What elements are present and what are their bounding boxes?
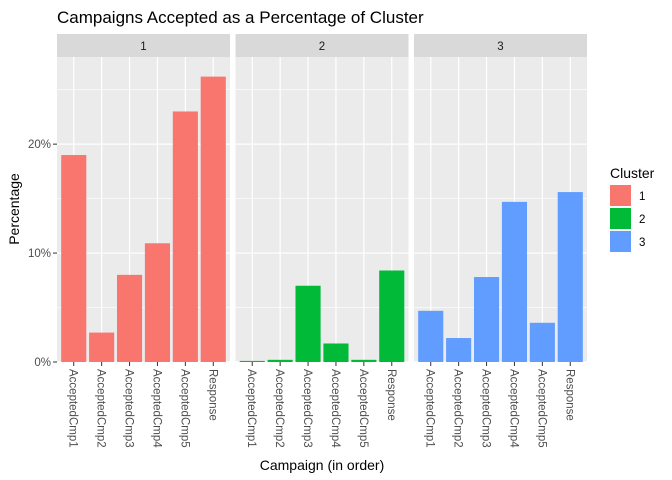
- bar-AcceptedCmp4: [144, 243, 171, 362]
- y-tick-label: 0%: [34, 357, 51, 369]
- facet-strip-label: 3: [497, 41, 503, 53]
- legend-item-2: 2: [610, 208, 645, 229]
- x-tick-label: AcceptedCmp5: [535, 369, 547, 448]
- bar-AcceptedCmp5: [529, 322, 555, 362]
- y-tick-label: 20%: [28, 139, 51, 151]
- x-tick-label: Response: [563, 369, 575, 421]
- bar-AcceptedCmp3: [116, 274, 143, 362]
- bar-AcceptedCmp4: [501, 201, 528, 362]
- x-tick-label: AcceptedCmp4: [329, 369, 341, 448]
- facet-strip-label: 1: [140, 41, 146, 53]
- bar-AcceptedCmp2: [446, 338, 472, 362]
- bar-AcceptedCmp5: [172, 111, 198, 362]
- bar-Response: [200, 76, 226, 362]
- x-tick-label: AcceptedCmp3: [123, 369, 135, 448]
- bar-AcceptedCmp1: [61, 155, 87, 362]
- legend-swatch: [610, 185, 631, 206]
- x-tick-label: AcceptedCmp4: [150, 369, 162, 448]
- legend-label: 2: [639, 214, 645, 226]
- x-tick-label: AcceptedCmp3: [301, 369, 313, 448]
- bar-AcceptedCmp3: [295, 285, 321, 362]
- x-tick-label: AcceptedCmp4: [507, 369, 519, 448]
- x-tick-label: Response: [206, 369, 218, 421]
- legend-item-3: 3: [610, 231, 645, 252]
- legend-item-1: 1: [610, 185, 645, 206]
- bar-AcceptedCmp4: [323, 343, 349, 362]
- facet-panel-3: 3 AcceptedCmp1 AcceptedCmp2 AcceptedCmp3 Acc…: [414, 34, 587, 448]
- chart-title: Campaigns Accepted as a Percentage of Cl…: [57, 8, 424, 27]
- y-axis: 0% 10% 20%: [28, 139, 57, 369]
- x-tick-label: AcceptedCmp3: [480, 369, 492, 448]
- bar-AcceptedCmp2: [89, 332, 115, 362]
- x-tick-label: AcceptedCmp2: [452, 369, 464, 448]
- bar-AcceptedCmp3: [473, 277, 500, 362]
- x-tick-label: AcceptedCmp2: [95, 369, 107, 448]
- facet-strip: [414, 34, 587, 57]
- facet-panel-2: 2 AcceptedCmp1 AcceptedCmp2 AcceptedCmp3 Acc…: [235, 34, 409, 448]
- legend-label: 1: [639, 191, 645, 203]
- legend-swatch: [610, 208, 631, 229]
- x-tick-label: AcceptedCmp1: [424, 369, 436, 448]
- x-tick-label: AcceptedCmp5: [357, 369, 369, 448]
- bar-AcceptedCmp1: [239, 360, 265, 362]
- bar-Response: [557, 192, 583, 362]
- legend-swatch: [610, 231, 631, 252]
- x-tick-label: AcceptedCmp1: [245, 369, 257, 448]
- legend-label: 3: [639, 237, 645, 249]
- facet-panels: 1 AcceptedCmp1 AcceptedCmp2 AcceptedCmp3 Acc…: [57, 34, 587, 448]
- x-tick-label: AcceptedCmp1: [67, 369, 79, 448]
- legend: Cluster 1 2 3: [610, 165, 655, 252]
- x-tick-label: AcceptedCmp5: [178, 369, 190, 448]
- bar-AcceptedCmp1: [418, 310, 444, 362]
- facet-strip: [235, 34, 409, 57]
- facet-strip-label: 2: [319, 41, 325, 53]
- x-axis-title: Campaign (in order): [260, 457, 385, 473]
- bar-AcceptedCmp5: [351, 359, 377, 362]
- x-tick-label: Response: [385, 369, 397, 421]
- y-axis-title: Percentage: [6, 173, 22, 245]
- bar-AcceptedCmp2: [267, 359, 293, 362]
- facet-panel-1: 1 AcceptedCmp1 AcceptedCmp2 AcceptedCmp3 Acc…: [57, 34, 230, 448]
- facet-strip: [57, 34, 230, 57]
- legend-title: Cluster: [610, 165, 655, 181]
- x-tick-label: AcceptedCmp2: [273, 369, 285, 448]
- bar-Response: [379, 270, 405, 362]
- y-tick-label: 10%: [28, 248, 51, 260]
